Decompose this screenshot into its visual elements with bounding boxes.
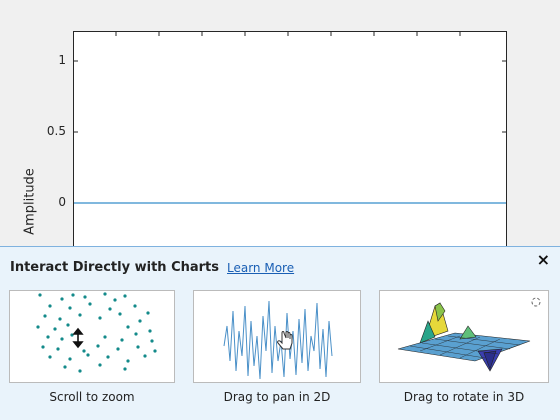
ytick-label: 0 [58,195,66,209]
learn-more-link[interactable]: Learn More [227,261,295,275]
panel-caption: Drag to pan in 2D [223,390,331,404]
tips-title: Interact Directly with Charts [10,260,219,275]
pan-hand-icon [223,300,333,380]
panel-caption: Drag to rotate in 3D [403,390,525,404]
zoom-demo-panel [9,290,175,383]
close-icon[interactable]: × [536,250,550,269]
zoom-icon [36,292,157,373]
y-axis-label: Amplitude [22,168,38,235]
pan-demo-panel [193,290,361,383]
rotate-icon [397,297,541,372]
ytick-label: 0.5 [46,124,66,138]
rotate-demo-panel [379,290,549,383]
panel-caption: Scroll to zoom [49,390,135,404]
ytick-label: 1 [58,53,66,67]
axes-svg [74,32,506,204]
